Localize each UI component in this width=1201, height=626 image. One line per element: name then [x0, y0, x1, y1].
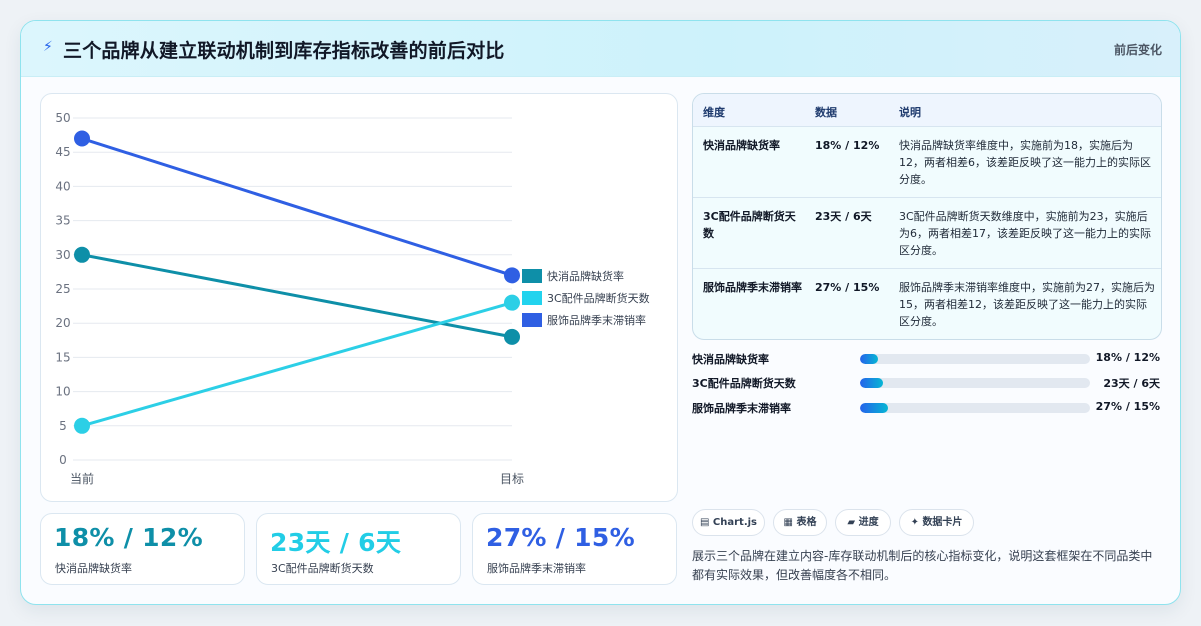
data-point [74, 417, 90, 434]
series-line [81, 301, 513, 428]
progress-fill [860, 403, 888, 413]
data-point [74, 130, 90, 147]
progress-value: 27% / 15% [1095, 400, 1160, 413]
data-point [74, 246, 90, 263]
legend-label: 3C配件品牌断货天数 [547, 291, 650, 305]
progress-fill [860, 378, 883, 388]
y-tick-label: 35 [55, 214, 70, 228]
progress-value: 23天 / 6天 [1103, 377, 1160, 390]
kpi-card-apparel: 27% / 15% 服饰品牌季末滞销率 [472, 513, 677, 585]
column-header: 数据 [815, 106, 837, 119]
kpi-card-3c: 23天 / 6天 3C配件品牌断货天数 [256, 513, 461, 585]
table-row: 快消品牌缺货率 18% / 12% 快消品牌缺货率维度中，实施前为18，实施后为… [693, 127, 1161, 198]
y-tick-label: 10 [55, 385, 70, 399]
row-description: 3C配件品牌断货天数维度中，实施前为23，实施后为6，两者相差17，该差距反映了… [899, 210, 1151, 257]
bolt-icon: ⚡ [43, 39, 53, 55]
row-description: 快消品牌缺货率维度中，实施前为18，实施后为12，两者相差6，该差距反映了这一能… [899, 139, 1151, 186]
progress-label: 服饰品牌季末滞销率 [692, 402, 791, 415]
y-tick-label: 25 [55, 282, 70, 296]
progress-fill [860, 354, 879, 364]
line-chart-panel: 0 5 10 15 20 25 30 35 40 45 50 当前 目标 快消品牌缺货率 3C配件品牌断货天… [40, 93, 678, 502]
progress-row: 服饰品牌季末滞销率 27% / 15% [692, 400, 1162, 418]
kpi-card-fmcg: 18% / 12% 快消品牌缺货率 [40, 513, 245, 585]
card-title: 三个品牌从建立联动机制到库存指标改善的前后对比 [63, 40, 505, 62]
y-tick-label: 50 [55, 111, 70, 125]
progress-value: 18% / 12% [1095, 351, 1160, 364]
kpi-value: 23天 / 6天 [270, 528, 402, 557]
legend-swatch [522, 313, 542, 327]
y-tick-label: 5 [59, 419, 67, 433]
progress-list: 快消品牌缺货率 18% / 12% 3C配件品牌断货天数 23天 / 6天 服饰… [692, 351, 1162, 431]
progress-label: 快消品牌缺货率 [692, 353, 769, 366]
row-dimension: 服饰品牌季末滞销率 [703, 281, 802, 294]
y-tick-label: 30 [55, 248, 70, 262]
row-dimension: 3C配件品牌断货天数 [703, 210, 796, 240]
legend-swatch [522, 291, 542, 305]
y-tick-label: 40 [55, 179, 70, 193]
kpi-value: 27% / 15% [486, 523, 635, 552]
legend-label: 服饰品牌季末滞销率 [547, 313, 646, 327]
header-tag: 前后变化 [1113, 43, 1162, 57]
line-chart: 0 5 10 15 20 25 30 35 40 45 50 当前 目标 快消品牌缺货率 3C配件品牌断货天… [55, 111, 650, 486]
y-tick-label: 0 [59, 453, 67, 467]
y-tick-label: 20 [55, 316, 70, 330]
chart-icon: ▤ [699, 517, 710, 528]
x-tick-label: 当前 [70, 471, 94, 486]
chip-progress: ▰ 进度 [835, 509, 891, 536]
column-header: 说明 [899, 106, 921, 119]
x-tick-label: 目标 [500, 472, 524, 486]
chip-label: 表格 [796, 517, 817, 528]
data-table: 维度 数据 说明 快消品牌缺货率 18% / 12% 快消品牌缺货率维度中，实施… [692, 93, 1162, 340]
series-line [81, 137, 513, 277]
chip-label: 数据卡片 [922, 517, 963, 528]
series-line [81, 253, 513, 339]
row-description: 服饰品牌季末滞销率维度中，实施前为27，实施后为15，两者相差12，该差距反映了… [899, 281, 1155, 328]
row-data: 18% / 12% [815, 139, 880, 152]
progress-track [860, 378, 1090, 388]
y-tick-label: 45 [55, 145, 70, 159]
progress-row: 3C配件品牌断货天数 23天 / 6天 [692, 375, 1162, 393]
table-header: 维度 数据 说明 [693, 94, 1161, 127]
progress-track [860, 354, 1090, 364]
kpi-label: 3C配件品牌断货天数 [271, 562, 374, 575]
summary-note: 展示三个品牌在建立内容-库存联动机制后的核心指标变化，说明这套框架在不同品类中都… [692, 549, 1153, 582]
y-tick-label: 15 [55, 350, 70, 364]
sparkle-icon: ✦ [910, 517, 919, 528]
progress-track [860, 403, 1090, 413]
progress-icon: ▰ [847, 517, 856, 528]
comparison-card: ⚡ 三个品牌从建立联动机制到库存指标改善的前后对比 前后变化 0 5 10 15 20 2… [20, 20, 1181, 605]
progress-label: 3C配件品牌断货天数 [692, 377, 796, 390]
kpi-label: 服饰品牌季末滞销率 [487, 562, 586, 575]
chip-data-card: ✦ 数据卡片 [899, 509, 974, 536]
row-data: 27% / 15% [815, 281, 880, 294]
table-icon: ▦ [783, 517, 793, 528]
chip-chartjs: ▤ Chart.js [692, 509, 765, 536]
data-point [504, 294, 520, 311]
data-point [504, 267, 520, 284]
row-dimension: 快消品牌缺货率 [703, 139, 780, 152]
column-header: 维度 [703, 106, 725, 119]
legend-label: 快消品牌缺货率 [547, 269, 624, 283]
data-point [504, 328, 520, 345]
card-header: ⚡ 三个品牌从建立联动机制到库存指标改善的前后对比 前后变化 [21, 21, 1180, 77]
table-row: 服饰品牌季末滞销率 27% / 15% 服饰品牌季末滞销率维度中，实施前为27，… [693, 269, 1161, 339]
row-data: 23天 / 6天 [815, 210, 872, 223]
kpi-value: 18% / 12% [54, 523, 203, 552]
legend-swatch [522, 269, 542, 283]
chip-table: ▦ 表格 [773, 509, 827, 536]
table-row: 3C配件品牌断货天数 23天 / 6天 3C配件品牌断货天数维度中，实施前为23… [693, 198, 1161, 269]
kpi-label: 快消品牌缺货率 [55, 562, 132, 575]
chip-label: Chart.js [712, 517, 758, 528]
progress-row: 快消品牌缺货率 18% / 12% [692, 351, 1162, 369]
chip-label: 进度 [858, 517, 879, 528]
